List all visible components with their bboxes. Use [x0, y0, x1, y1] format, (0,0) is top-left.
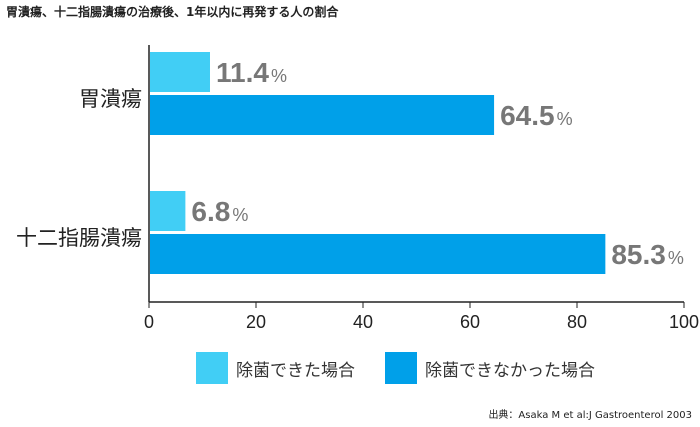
- x-tick-label: 40: [353, 312, 373, 332]
- legend-swatch-eradicated: [196, 352, 228, 384]
- bar: [150, 191, 186, 231]
- bar: [150, 52, 210, 92]
- x-tick-label: 60: [460, 312, 480, 332]
- x-tick-label: 100: [669, 312, 699, 332]
- bar-chart: 0 20 40 60 80 100 胃潰瘍 11.4 % 64.5 % 十二指腸潰瘍 6.8 % 85.3%: [16, 45, 699, 332]
- data-label: 11.4%: [216, 57, 287, 88]
- legend: 除菌できた場合 除菌できなかった場合: [196, 352, 595, 384]
- legend-label-not-eradicated: 除菌できなかった場合: [425, 360, 595, 381]
- bar: [150, 234, 606, 274]
- data-label: 64.5%: [500, 100, 573, 131]
- data-label: 6.8%: [191, 196, 248, 227]
- legend-label-eradicated: 除菌できた場合: [236, 360, 355, 381]
- x-tick-label: 80: [567, 312, 587, 332]
- x-tick-label: 20: [246, 312, 266, 332]
- legend-item-eradicated: 除菌できた場合: [196, 352, 355, 384]
- data-label: 85.3%: [611, 239, 684, 270]
- category-label: 胃潰瘍: [79, 87, 142, 111]
- x-tick-label: 0: [144, 312, 154, 332]
- bar: [150, 95, 495, 135]
- chart-title: 胃潰瘍、十二指腸潰瘍の治療後、1年以内に再発する人の割合: [6, 5, 339, 19]
- legend-item-not-eradicated: 除菌できなかった場合: [385, 352, 595, 384]
- legend-swatch-not-eradicated: [385, 352, 417, 384]
- category-label: 十二指腸潰瘍: [16, 226, 142, 250]
- source-citation: 出典：Asaka M et al:J Gastroenterol 2003: [488, 410, 692, 421]
